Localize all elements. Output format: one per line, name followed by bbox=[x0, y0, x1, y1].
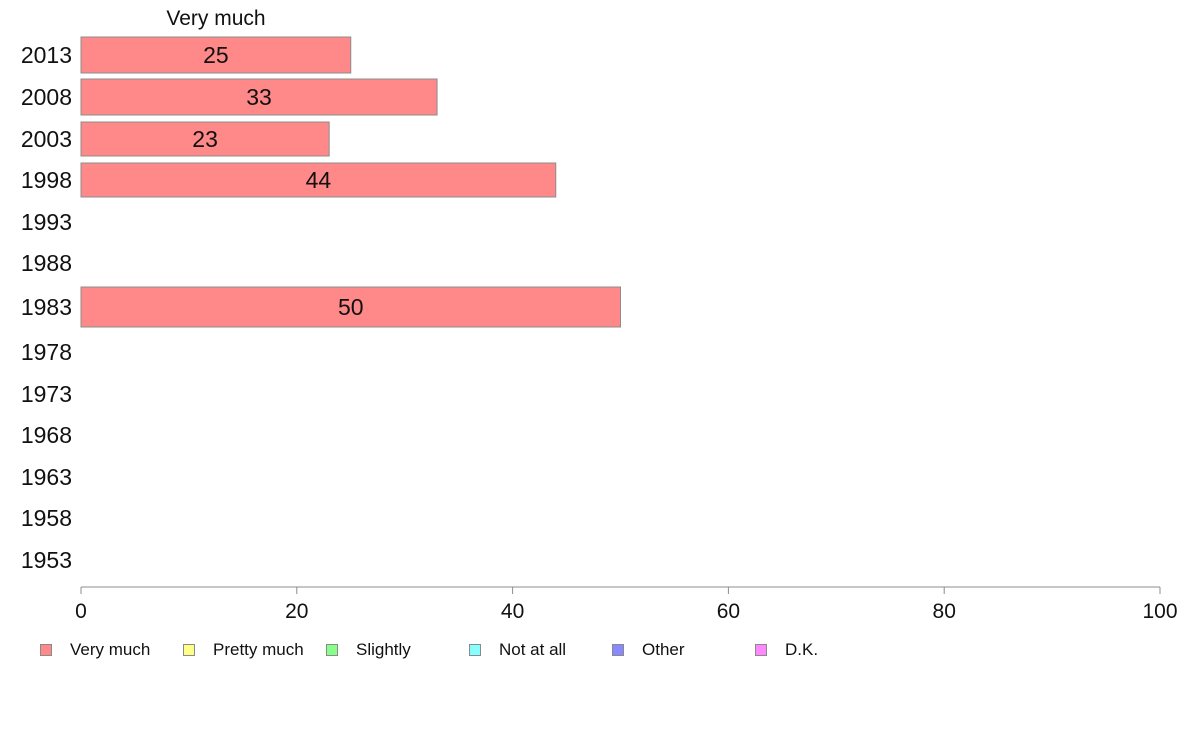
category-label: 1963 bbox=[21, 464, 72, 490]
x-tick-label: 60 bbox=[717, 600, 740, 623]
legend-item-pretty-much: Pretty much bbox=[183, 640, 304, 660]
legend-item-not-at-all: Not at all bbox=[469, 640, 566, 660]
legend-label: Very much bbox=[70, 640, 151, 659]
bar bbox=[80, 78, 438, 116]
x-tick-label: 80 bbox=[933, 600, 956, 623]
category-label: 1978 bbox=[21, 339, 72, 365]
legend-label: Slightly bbox=[356, 640, 411, 659]
legend-swatch bbox=[755, 644, 767, 656]
category-label: 1993 bbox=[21, 209, 72, 235]
legend-swatch bbox=[40, 644, 52, 656]
category-label: 1983 bbox=[21, 294, 72, 320]
x-tick-label: 20 bbox=[285, 600, 308, 623]
legend-swatch bbox=[612, 644, 624, 656]
legend-item-dk: D.K. bbox=[755, 640, 818, 660]
x-tick-label: 100 bbox=[1142, 600, 1177, 623]
legend-label: Other bbox=[642, 640, 685, 659]
x-tick-label: 0 bbox=[75, 600, 87, 623]
category-label: 2008 bbox=[21, 84, 72, 110]
category-labels: 2013 2008 2003 1998 1993 1988 1983 1978 1973 1968… bbox=[21, 42, 72, 573]
bar-value-label: 33 bbox=[246, 84, 272, 110]
bar bbox=[80, 286, 621, 328]
legend-label: Pretty much bbox=[213, 640, 304, 659]
category-label: 2013 bbox=[21, 42, 72, 68]
category-label: 1953 bbox=[21, 547, 72, 573]
legend-item-very-much: Very much bbox=[40, 640, 150, 660]
legend-swatch bbox=[183, 644, 195, 656]
category-label: 2003 bbox=[21, 126, 72, 152]
legend-item-slightly: Slightly bbox=[326, 640, 411, 660]
legend-item-other: Other bbox=[612, 640, 685, 660]
legend-swatch bbox=[469, 644, 481, 656]
x-tick-label: 40 bbox=[501, 600, 524, 623]
legend-swatch bbox=[326, 644, 338, 656]
category-label: 1968 bbox=[21, 422, 72, 448]
bars: 25 33 23 44 50 bbox=[80, 36, 621, 328]
category-label: 1998 bbox=[21, 167, 72, 193]
bar-value-label: 23 bbox=[192, 126, 218, 152]
category-label: 1973 bbox=[21, 381, 72, 407]
bar bbox=[80, 36, 352, 74]
bar-value-label: 44 bbox=[306, 167, 332, 193]
bar-value-label: 50 bbox=[338, 294, 364, 320]
category-label: 1988 bbox=[21, 250, 72, 276]
legend-label: D.K. bbox=[785, 640, 819, 659]
x-axis: 0 20 40 60 80 100 bbox=[75, 586, 1178, 623]
bar bbox=[80, 121, 330, 157]
legend-label: Not at all bbox=[499, 640, 567, 659]
bar bbox=[80, 162, 557, 198]
bar-value-label: 25 bbox=[203, 42, 229, 68]
series-header-label: Very much bbox=[166, 7, 265, 30]
category-label: 1958 bbox=[21, 505, 72, 531]
